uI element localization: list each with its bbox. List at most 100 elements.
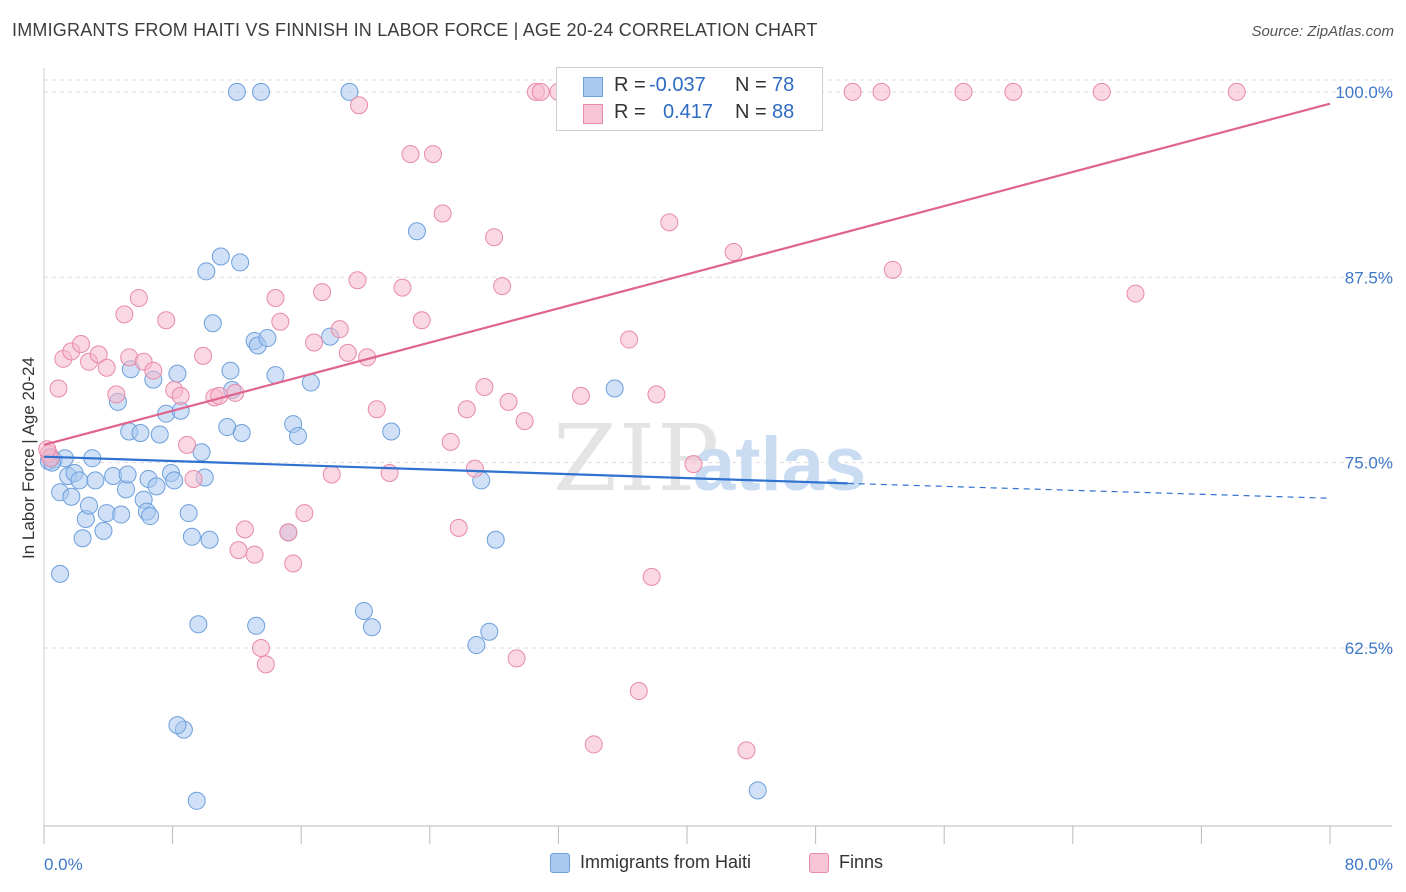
point-finns [235, 520, 254, 539]
point-finns [620, 330, 639, 349]
point-haiti [467, 636, 486, 655]
point-haiti [227, 82, 246, 101]
r-value-haiti: -0.037 [649, 74, 706, 96]
point-haiti [179, 504, 198, 523]
point-haiti [189, 615, 208, 634]
point-finns [97, 358, 116, 377]
point-haiti [288, 426, 307, 445]
legend-label-finns: Finns [839, 852, 884, 872]
point-finns [129, 289, 148, 308]
point-finns [872, 82, 891, 101]
chart-title: IMMIGRANTS FROM HAITI VS FINNISH IN LABO… [12, 20, 818, 40]
y-tick-label: 62.5% [1345, 639, 1393, 658]
point-haiti [211, 247, 230, 266]
point-finns [393, 278, 412, 297]
point-finns [507, 649, 526, 668]
n-value-haiti: 78 [772, 74, 795, 96]
point-finns [313, 283, 332, 302]
point-finns [284, 554, 303, 573]
legend-item-haiti[interactable]: Immigrants from Haiti [550, 852, 751, 873]
r-label: R = [614, 74, 646, 96]
point-finns [89, 345, 108, 364]
point-finns [531, 82, 550, 101]
point-haiti [221, 361, 240, 380]
point-finns [107, 385, 126, 404]
point-finns [144, 361, 163, 380]
point-haiti [200, 530, 219, 549]
point-finns [348, 271, 367, 290]
point-haiti [748, 781, 767, 800]
point-finns [266, 289, 285, 308]
point-finns [271, 312, 290, 331]
legend: Immigrants from Haiti Finns [0, 852, 1406, 878]
point-finns [465, 459, 484, 478]
point-finns [571, 386, 590, 405]
r-value-finns: 0.417 [663, 101, 714, 123]
point-finns [499, 392, 518, 411]
point-haiti [232, 423, 251, 442]
point-haiti [382, 422, 401, 441]
point-haiti [486, 530, 505, 549]
point-haiti [150, 425, 169, 444]
point-haiti [258, 329, 277, 348]
point-finns [305, 333, 324, 352]
point-finns [584, 735, 603, 754]
point-finns [475, 378, 494, 397]
point-haiti [605, 379, 624, 398]
n-label: N = [735, 101, 767, 123]
point-haiti [131, 423, 150, 442]
point-finns [322, 465, 341, 484]
point-haiti [165, 471, 184, 490]
point-finns [737, 741, 756, 760]
point-finns [401, 145, 420, 164]
point-finns [1227, 82, 1246, 101]
point-finns [457, 400, 476, 419]
y-axis-label: In Labor Force | Age 20-24 [19, 357, 38, 559]
trend-line-finns [43, 102, 1331, 446]
point-finns [338, 343, 357, 362]
point-finns [178, 435, 197, 454]
point-haiti [73, 529, 92, 548]
point-finns [279, 523, 298, 542]
point-finns [330, 320, 349, 339]
point-haiti [362, 618, 381, 637]
point-finns [252, 639, 271, 658]
stats-legend: R = -0.037 N = 78 R = 0.417 N = 88 [556, 67, 823, 131]
point-finns [424, 145, 443, 164]
point-finns [724, 243, 743, 262]
point-finns [515, 412, 534, 431]
source-credit: Source: ZipAtlas.com [1251, 23, 1394, 40]
gridlines [44, 79, 1392, 649]
legend-swatch-finns [809, 852, 829, 873]
y-tick-label: 75.0% [1345, 454, 1393, 473]
point-finns [449, 518, 468, 537]
point-haiti [197, 262, 216, 281]
point-finns [71, 334, 90, 353]
point-finns [1092, 82, 1111, 101]
point-haiti [80, 496, 99, 515]
point-haiti [70, 471, 89, 490]
trend-line-haiti-extension [847, 482, 1331, 499]
point-haiti [168, 716, 187, 735]
point-finns [229, 541, 248, 560]
point-haiti [116, 480, 135, 499]
point-haiti [203, 314, 222, 333]
stats-swatch-finns [583, 104, 603, 124]
trend-lines [43, 102, 1331, 499]
legend-label-haiti: Immigrants from Haiti [580, 852, 752, 872]
legend-item-finns[interactable]: Finns [809, 852, 883, 873]
point-haiti [480, 622, 499, 641]
point-finns [485, 228, 504, 247]
point-haiti [182, 527, 201, 546]
point-haiti [231, 253, 250, 272]
point-haiti [247, 616, 266, 635]
point-finns [412, 311, 431, 330]
point-haiti [192, 443, 211, 462]
point-haiti [118, 465, 137, 484]
point-haiti [94, 521, 113, 540]
legend-swatch-haiti [550, 852, 570, 873]
point-finns [493, 277, 512, 296]
data-points [38, 82, 1246, 810]
point-finns [1004, 82, 1023, 101]
point-finns [883, 260, 902, 279]
